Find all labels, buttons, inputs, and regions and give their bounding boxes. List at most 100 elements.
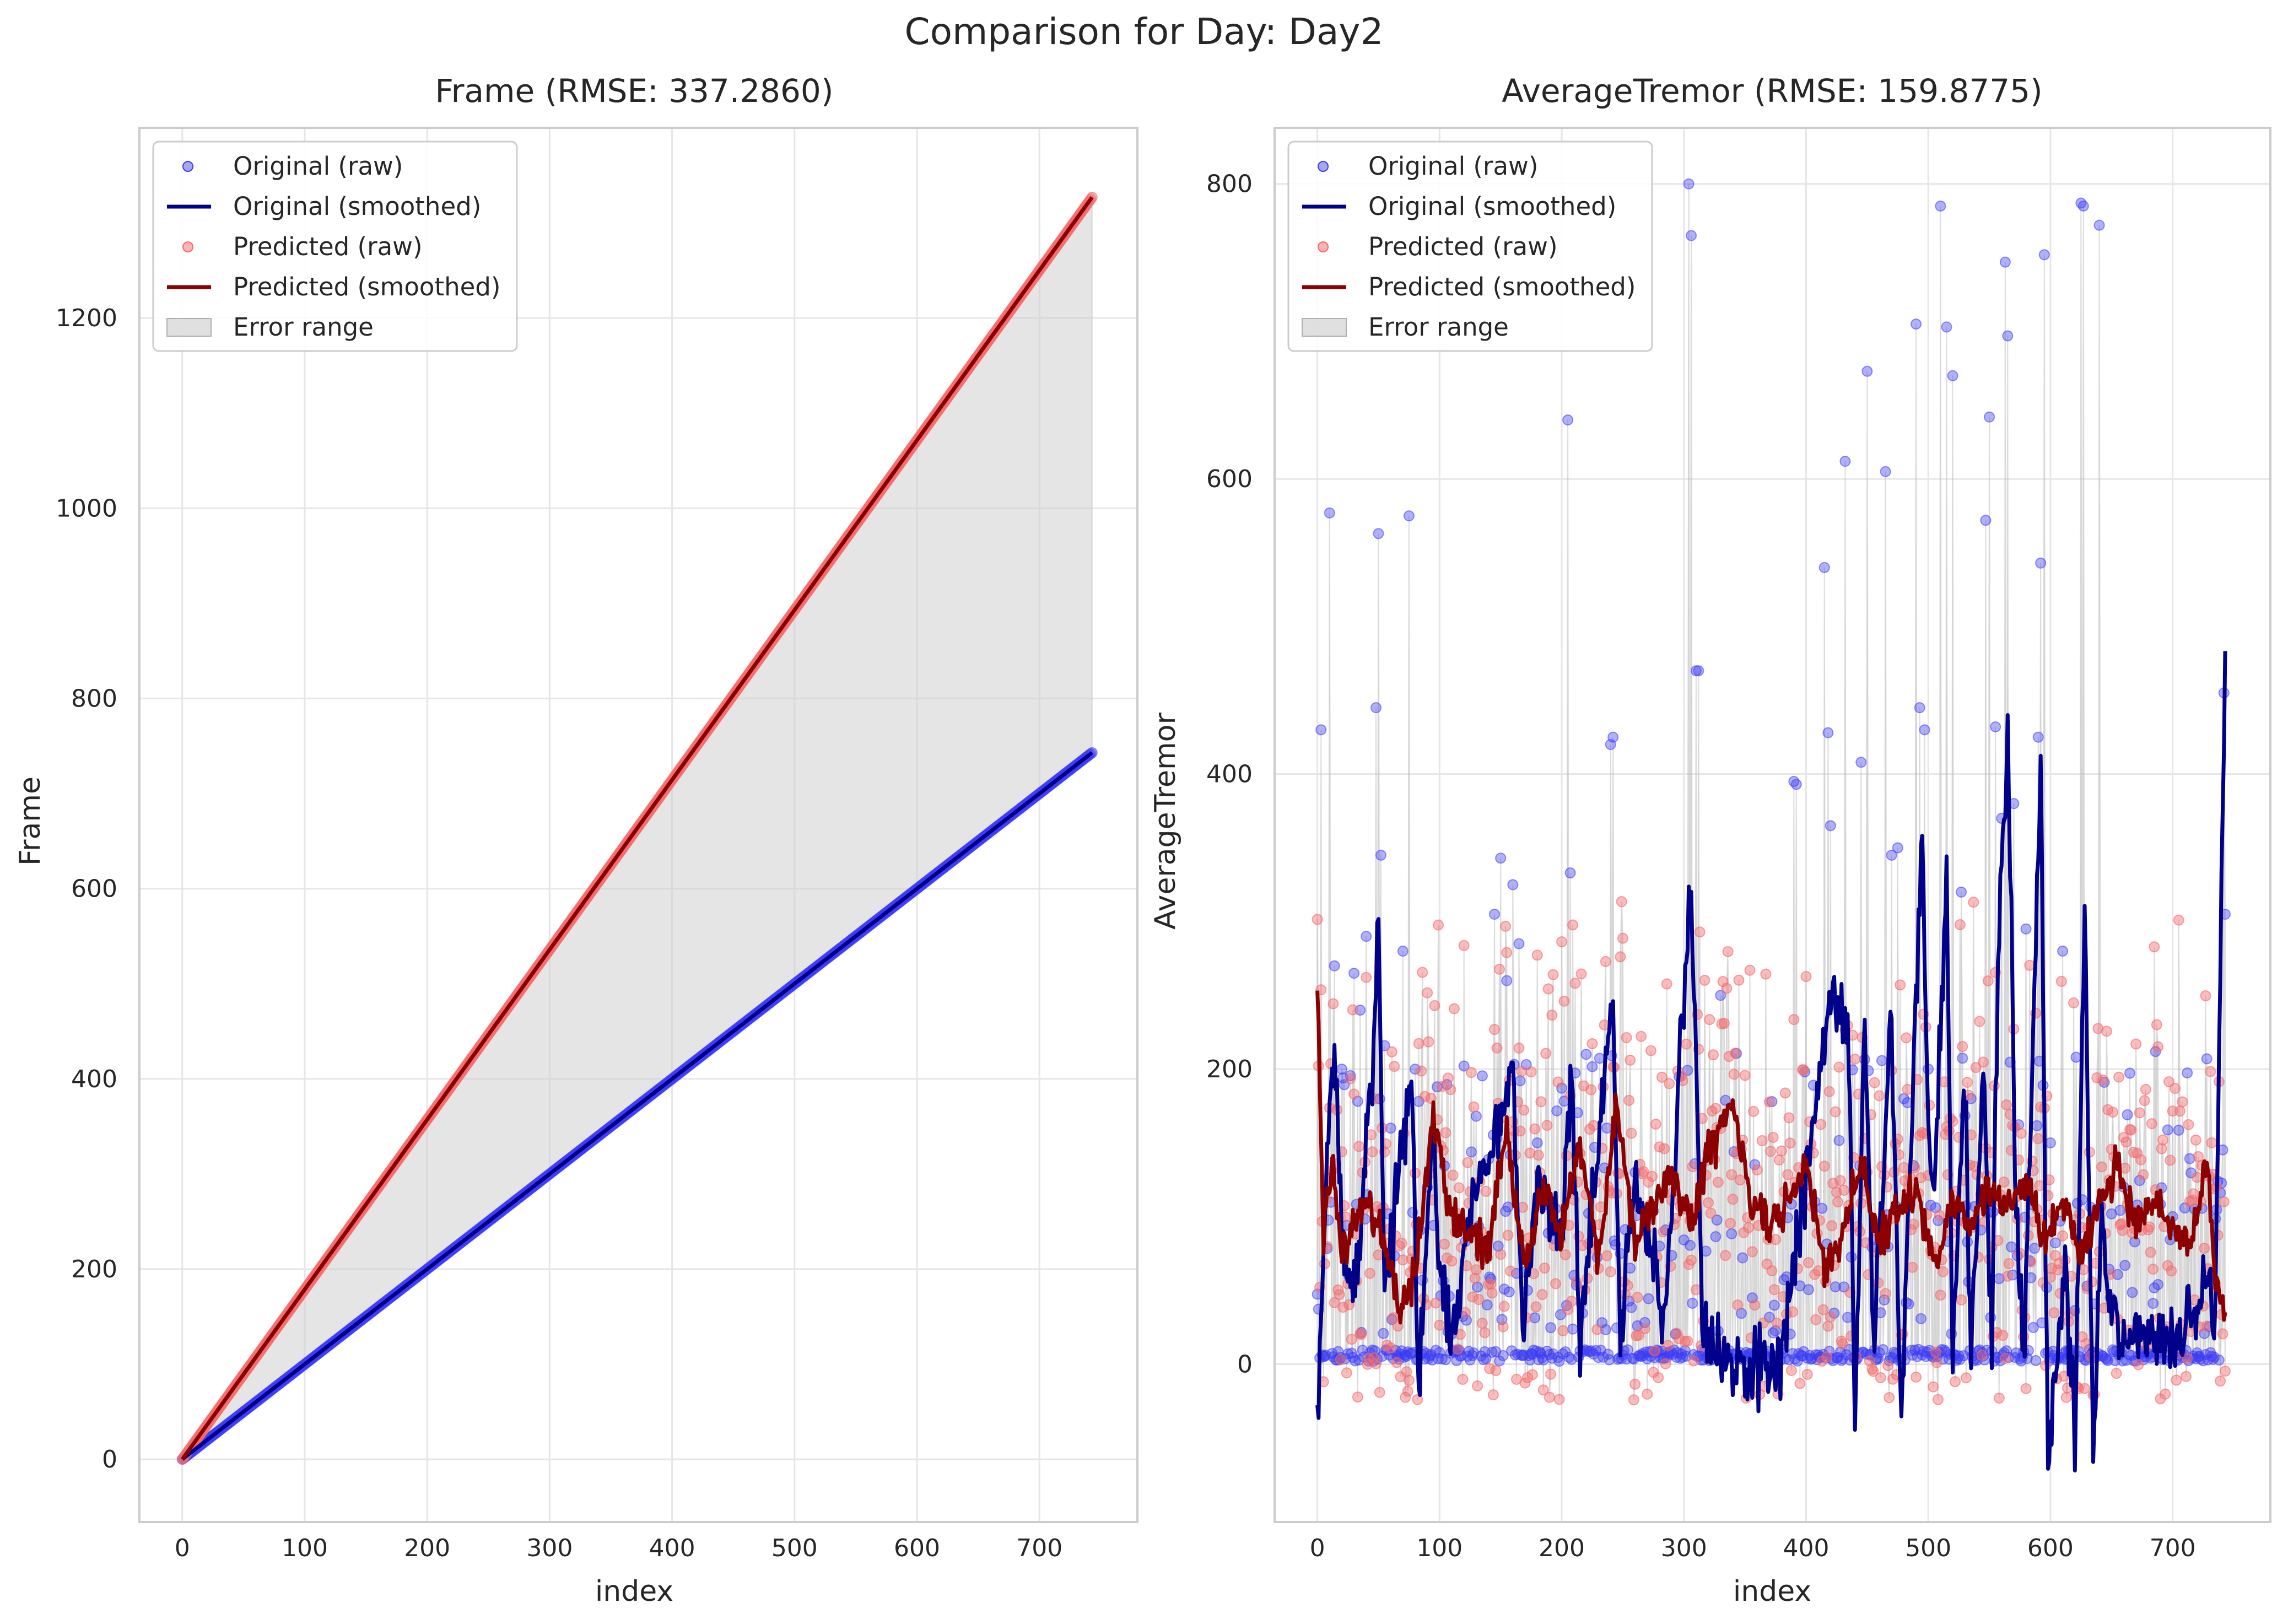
- tremor-original-raw-point: [1833, 1135, 1845, 1146]
- tremor-predicted-raw-point: [1391, 1357, 1402, 1368]
- tremor-predicted-raw-point: [1540, 1048, 1552, 1059]
- tremor-predicted-raw-point: [2002, 1270, 2014, 1282]
- tremor-predicted-raw-point: [1367, 1146, 1378, 1158]
- figure-suptitle: Comparison for Day: Day2: [905, 10, 1384, 53]
- tremor-predicted-raw-point: [1353, 1141, 1364, 1152]
- frame-x-tick-label: 300: [526, 1534, 573, 1562]
- tremor-predicted-raw-point: [2174, 1105, 2186, 1117]
- tremor-predicted-raw-point: [1875, 1372, 1886, 1384]
- tremor-predicted-raw-point: [2068, 997, 2080, 1008]
- tremor-legend-label: Predicted (raw): [1368, 232, 1558, 261]
- tremor-predicted-raw-point: [1734, 1174, 1746, 1186]
- frame-legend-label: Predicted (raw): [233, 232, 423, 261]
- tremor-predicted-raw-point: [1765, 1146, 1777, 1157]
- tremor-predicted-raw-point: [1907, 1261, 1918, 1273]
- tremor-predicted-raw-point: [2217, 1328, 2228, 1340]
- tremor-predicted-raw-point: [1639, 1323, 1650, 1335]
- tremor-original-raw-point: [1790, 779, 1802, 790]
- tremor-predicted-raw-point: [1402, 1385, 1413, 1397]
- tremor-predicted-raw-point: [1616, 896, 1627, 908]
- tremor-predicted-raw-point: [1686, 1254, 1697, 1266]
- tremor-predicted-raw-point: [1632, 1292, 1643, 1303]
- tremor-predicted-raw-point: [1766, 1265, 1778, 1277]
- tremor-predicted-raw-point: [2080, 1338, 2092, 1350]
- tremor-predicted-raw-point: [1756, 1135, 1768, 1146]
- tremor-predicted-raw-point: [1681, 1038, 1692, 1050]
- tremor-original-raw-point: [2213, 1355, 2225, 1366]
- tremor-predicted-raw-point: [1956, 1294, 1967, 1305]
- tremor-predicted-raw-point: [1532, 1150, 1544, 1161]
- tremor-predicted-raw-point: [1760, 968, 1772, 980]
- tremor-predicted-raw-point: [1932, 1394, 1944, 1405]
- tremor-predicted-raw-point: [1422, 987, 1433, 999]
- tremor-original-raw-point: [1564, 867, 1576, 879]
- tremor-predicted-raw-point: [1833, 1061, 1845, 1073]
- tremor-predicted-raw-point: [1763, 1096, 1775, 1108]
- tremor-y-tick-label: 200: [1206, 1055, 1253, 1083]
- tremor-predicted-raw-point: [1328, 998, 1339, 1010]
- tremor-predicted-raw-point: [1661, 978, 1672, 990]
- tremor-predicted-raw-point: [1803, 1257, 1814, 1269]
- tremor-predicted-raw-point: [2149, 941, 2160, 953]
- tremor-predicted-raw-point: [1416, 1065, 1427, 1077]
- tremor-original-raw-point: [1880, 466, 1891, 477]
- tremor-predicted-raw-point: [1472, 1380, 1483, 1392]
- tremor-original-raw-point: [2005, 1241, 2017, 1253]
- tremor-predicted-raw-point: [1825, 1311, 1836, 1323]
- tremor-predicted-raw-point: [1442, 1072, 1454, 1084]
- frame-y-tick-label: 200: [71, 1255, 117, 1283]
- tremor-x-tick-label: 300: [1661, 1534, 1707, 1562]
- tremor-original-raw-point: [1375, 849, 1386, 861]
- tremor-predicted-raw-point: [1931, 1357, 1942, 1368]
- tremor-predicted-raw-point: [2107, 1107, 2118, 1118]
- tremor-original-raw-point: [1514, 1075, 1526, 1087]
- frame-x-tick-label: 600: [894, 1534, 940, 1562]
- tremor-predicted-raw-point: [1626, 1127, 1637, 1139]
- tremor-predicted-raw-point: [1476, 1318, 1488, 1329]
- tremor-predicted-raw-point: [2015, 1127, 2027, 1139]
- tremor-predicted-raw-point: [1830, 1106, 1841, 1118]
- tremor-predicted-raw-point: [1710, 1103, 1722, 1114]
- tremor-predicted-raw-point: [2133, 1359, 2144, 1371]
- tremor-predicted-raw-point: [1718, 1018, 1730, 1029]
- tremor-original-raw-point: [1980, 515, 1992, 526]
- tremor-original-raw-point: [2020, 923, 2032, 935]
- tremor-predicted-raw-point: [1334, 1289, 1345, 1301]
- tremor-predicted-raw-point: [1502, 1229, 1514, 1241]
- tremor-predicted-raw-point: [1771, 1318, 1783, 1329]
- tremor-predicted-raw-point: [1999, 1352, 2011, 1364]
- tremor-predicted-raw-point: [1722, 946, 1734, 957]
- frame-legend-key-predicted-raw: [182, 241, 193, 252]
- tremor-x-tick-label: 400: [1783, 1534, 1829, 1562]
- tremor-original-raw-point: [2030, 1355, 2042, 1366]
- tremor-y-tick-label: 400: [1206, 760, 1253, 789]
- tremor-predicted-raw-point: [1423, 1036, 1434, 1048]
- tremor-predicted-raw-point: [1703, 1197, 1714, 1208]
- tremor-original-raw-point: [1818, 562, 1830, 573]
- tremor-original-raw-point: [1876, 1055, 1887, 1066]
- tremor-predicted-raw-point: [1544, 1391, 1555, 1403]
- tremor-predicted-raw-point: [1486, 1287, 1498, 1299]
- tremor-x-tick-label: 100: [1416, 1534, 1463, 1562]
- tremor-predicted-raw-point: [1559, 1249, 1571, 1260]
- tremor-predicted-raw-point: [1645, 1045, 1656, 1056]
- tremor-predicted-raw-point: [1908, 1218, 1919, 1230]
- tremor-original-raw-point: [1315, 724, 1327, 736]
- tremor-predicted-raw-point: [1545, 1368, 1557, 1380]
- tremor-predicted-raw-point: [1712, 1177, 1724, 1188]
- tremor-predicted-raw-point: [1535, 1096, 1547, 1108]
- tremor-predicted-raw-point: [1647, 1170, 1658, 1182]
- tremor-predicted-raw-point: [1699, 974, 1710, 986]
- tremor-original-raw-point: [2122, 1109, 2133, 1120]
- tremor-original-raw-point: [1941, 321, 1952, 333]
- tremor-original-raw-point: [1855, 757, 1867, 768]
- tremor-predicted-raw-point: [2147, 1264, 2159, 1275]
- tremor-predicted-raw-point: [1497, 1321, 1509, 1332]
- tremor-original-raw-point: [1911, 319, 1922, 330]
- tremor-predicted-raw-point: [1434, 1319, 1445, 1331]
- tremor-y-axis-label: AverageTremor: [1149, 713, 1182, 930]
- tremor-predicted-raw-point: [1470, 1264, 1482, 1276]
- tremor-original-raw-point: [1687, 1297, 1698, 1309]
- tremor-original-raw-point: [1737, 1252, 1749, 1264]
